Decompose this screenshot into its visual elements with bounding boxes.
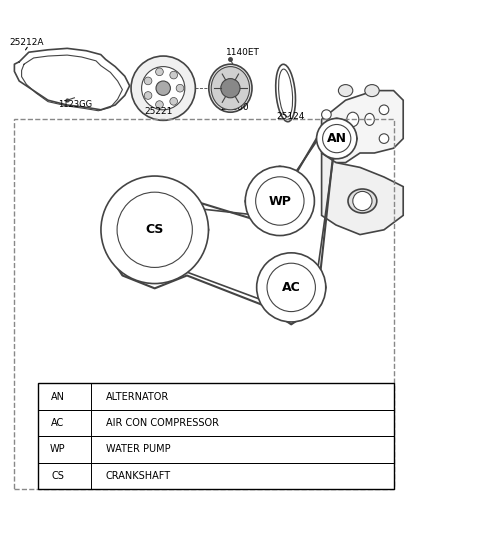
Circle shape	[101, 176, 208, 283]
Ellipse shape	[348, 189, 377, 213]
Circle shape	[379, 105, 389, 115]
Circle shape	[170, 71, 178, 79]
Polygon shape	[322, 91, 403, 163]
Circle shape	[176, 85, 184, 92]
Text: 1140ET: 1140ET	[226, 48, 260, 57]
Circle shape	[316, 118, 357, 159]
Text: 25212A: 25212A	[10, 38, 44, 47]
Text: 25221: 25221	[144, 106, 172, 116]
Text: AN: AN	[50, 391, 65, 402]
Text: CS: CS	[51, 471, 64, 481]
Text: AIR CON COMPRESSOR: AIR CON COMPRESSOR	[106, 418, 218, 428]
Circle shape	[267, 263, 315, 312]
Text: WP: WP	[268, 194, 291, 207]
Text: 25100: 25100	[221, 103, 250, 112]
Bar	[14, 120, 394, 489]
Text: WATER PUMP: WATER PUMP	[106, 444, 170, 454]
Polygon shape	[322, 153, 403, 235]
Ellipse shape	[211, 67, 250, 110]
Circle shape	[256, 177, 304, 225]
Circle shape	[379, 134, 389, 144]
Circle shape	[170, 98, 178, 105]
Circle shape	[156, 81, 170, 96]
Text: WP: WP	[50, 444, 65, 454]
Ellipse shape	[365, 85, 379, 97]
Circle shape	[142, 67, 185, 110]
Circle shape	[353, 192, 372, 211]
Circle shape	[144, 77, 152, 85]
Circle shape	[117, 192, 192, 268]
Ellipse shape	[347, 112, 359, 127]
Text: 25124: 25124	[276, 112, 304, 121]
Circle shape	[221, 79, 240, 98]
Text: AC: AC	[51, 418, 64, 428]
Circle shape	[322, 134, 331, 144]
Circle shape	[156, 101, 163, 109]
Bar	[38, 383, 394, 489]
Circle shape	[131, 56, 195, 120]
Text: AC: AC	[282, 281, 300, 294]
Circle shape	[245, 167, 314, 235]
Circle shape	[257, 253, 326, 322]
Text: CRANKSHAFT: CRANKSHAFT	[106, 471, 171, 481]
Circle shape	[144, 92, 152, 99]
Ellipse shape	[209, 64, 252, 112]
Ellipse shape	[365, 114, 374, 126]
Ellipse shape	[338, 85, 353, 97]
Text: CS: CS	[145, 223, 164, 236]
Text: 1123GG: 1123GG	[58, 100, 92, 109]
Circle shape	[323, 124, 351, 153]
Circle shape	[156, 68, 163, 76]
Circle shape	[322, 110, 331, 120]
Text: AN: AN	[327, 132, 347, 145]
Text: ALTERNATOR: ALTERNATOR	[106, 391, 169, 402]
